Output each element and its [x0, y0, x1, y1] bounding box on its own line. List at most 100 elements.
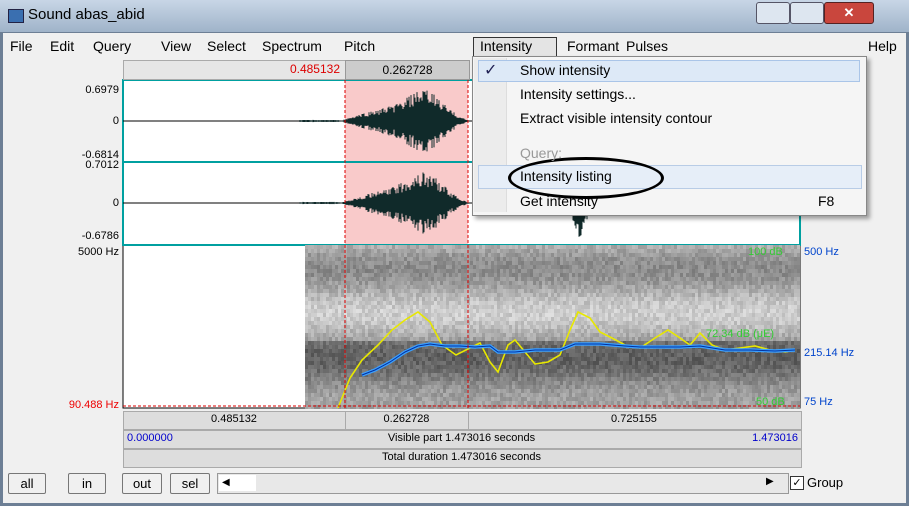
spectrogram-cell: [395, 401, 398, 405]
spectrogram-cell: [335, 309, 338, 313]
spectrogram-cell: [413, 369, 416, 373]
spectrogram-cell: [452, 277, 455, 281]
spectrogram-cell: [557, 341, 560, 345]
spectrogram-cell: [410, 305, 413, 309]
spectrogram-cell: [443, 357, 446, 361]
spectrogram-cell: [464, 269, 467, 273]
spectrogram-cell: [533, 301, 536, 305]
spectrogram-cell: [548, 337, 551, 341]
spectrogram-cell: [374, 333, 377, 337]
spectrogram-cell: [632, 313, 635, 317]
spectrogram-cell: [632, 317, 635, 321]
spectrogram-cell: [530, 249, 533, 253]
spectrogram-cell: [320, 377, 323, 381]
spectrogram-cell: [401, 381, 404, 385]
spectrogram-cell: [350, 289, 353, 293]
spectrogram-cell: [623, 357, 626, 361]
spectrogram-cell: [392, 313, 395, 317]
spectrogram-cell: [515, 289, 518, 293]
spectrogram-cell: [401, 249, 404, 253]
spectrogram-cell: [575, 333, 578, 337]
spectrogram-cell: [446, 249, 449, 253]
spectrogram-cell: [644, 337, 647, 341]
spectrogram-cell: [377, 321, 380, 325]
spectrogram-cell: [665, 393, 668, 397]
spectrogram-cell: [665, 253, 668, 257]
spectrogram-cell: [527, 249, 530, 253]
spectrogram-cell: [323, 269, 326, 273]
spectrogram-cell: [617, 305, 620, 309]
spectrogram-cell: [497, 281, 500, 285]
spectrogram-cell: [557, 321, 560, 325]
spectrogram-cell: [572, 249, 575, 253]
spectrogram-cell: [650, 393, 653, 397]
spectrogram-cell: [353, 293, 356, 297]
spectrogram-cell: [596, 297, 599, 301]
spectrogram-cell: [554, 341, 557, 345]
spectrogram-cell: [464, 365, 467, 369]
spectrogram-cell: [494, 309, 497, 313]
spectrogram-cell: [401, 329, 404, 333]
spectrogram-cell: [380, 281, 383, 285]
spectrogram-cell: [482, 309, 485, 313]
spectrogram-cell: [476, 373, 479, 377]
spectrogram-cell: [662, 353, 665, 357]
spectrogram-cell: [632, 245, 635, 249]
spectrogram-cell: [608, 297, 611, 301]
spectrogram-cell: [569, 349, 572, 353]
spectrogram-cell: [398, 253, 401, 257]
spectrogram-cell: [533, 293, 536, 297]
spectrogram-cell: [386, 293, 389, 297]
spectrogram-cell: [455, 349, 458, 353]
spectrogram-cell: [428, 389, 431, 393]
spectrogram-cell: [428, 333, 431, 337]
spectrogram-cell: [632, 293, 635, 297]
spectrogram-cell: [320, 317, 323, 321]
spectrogram-cell: [455, 361, 458, 365]
spectrogram-cell: [422, 333, 425, 337]
spectrogram-cell: [593, 333, 596, 337]
spectrogram-cell: [392, 353, 395, 357]
spectrogram-cell: [314, 317, 317, 321]
spectrogram-cell: [401, 365, 404, 369]
spectrogram-cell: [503, 265, 506, 269]
spectrogram-cell: [404, 305, 407, 309]
spectrogram-cell: [491, 301, 494, 305]
spectrogram-cell: [620, 293, 623, 297]
spectrogram-cell: [305, 369, 308, 373]
spectrogram-cell: [521, 401, 524, 405]
spectrogram-cell: [482, 301, 485, 305]
spectrogram-cell: [581, 249, 584, 253]
spectrogram-cell: [326, 373, 329, 377]
spectrogram-cell: [530, 353, 533, 357]
spectrogram-cell: [311, 365, 314, 369]
spectrogram-cell: [305, 373, 308, 377]
spectrogram-cell: [629, 265, 632, 269]
spectrogram-cell: [353, 357, 356, 361]
spectrogram-cell: [329, 269, 332, 273]
spectrogram-cell: [560, 261, 563, 265]
spectrogram-cell: [401, 313, 404, 317]
spectrogram-cell: [323, 329, 326, 333]
spectrogram-cell: [353, 337, 356, 341]
spectrogram-cell: [542, 389, 545, 393]
spectrogram-cell: [539, 285, 542, 289]
spectrogram-cell: [512, 261, 515, 265]
spectrogram-cell: [617, 249, 620, 253]
spectrogram-cell: [524, 345, 527, 349]
spectrogram-cell: [581, 337, 584, 341]
spectrogram-cell: [359, 273, 362, 277]
spectrogram-cell: [533, 249, 536, 253]
spectrogram-cell: [563, 389, 566, 393]
spectrogram-cell: [566, 281, 569, 285]
spectrogram-cell: [323, 325, 326, 329]
spectrogram-cell: [536, 389, 539, 393]
spectrogram-cell: [509, 269, 512, 273]
spectrogram-cell: [410, 273, 413, 277]
spectrogram-cell: [374, 269, 377, 273]
spectrogram-cell: [476, 369, 479, 373]
spectrogram-cell: [392, 249, 395, 253]
spectrogram-cell: [359, 265, 362, 269]
spectrogram-cell: [512, 273, 515, 277]
spectrogram-cell: [359, 389, 362, 393]
